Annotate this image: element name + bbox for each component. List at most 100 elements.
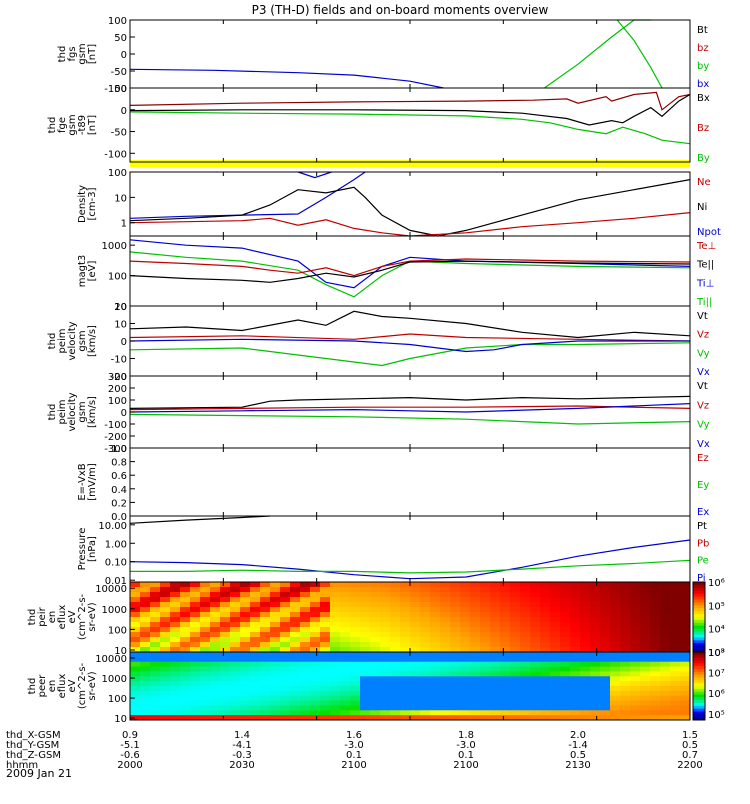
- spectrogram-cell: [130, 666, 141, 672]
- spectrogram-cell: [420, 686, 431, 692]
- spectrogram-cell: [430, 637, 441, 643]
- y-axis-label: thd: [57, 46, 68, 63]
- spectrogram-cell: [440, 612, 451, 618]
- spectrogram-cell: [430, 622, 441, 628]
- spectrogram-cell: [200, 715, 211, 721]
- spectrogram-cell: [350, 587, 361, 593]
- spectrogram-cell: [240, 710, 251, 716]
- spectrogram-cell: [130, 652, 141, 658]
- spectrogram-cell: [500, 676, 511, 682]
- spectrogram-cell: [270, 582, 281, 588]
- spectrogram-cell: [380, 587, 391, 593]
- spectrogram-cell: [650, 592, 661, 598]
- spectrogram-cell: [420, 666, 431, 672]
- spectrogram-cell: [620, 676, 631, 682]
- spectrogram-cell: [260, 656, 271, 663]
- spectrogram-cell: [210, 647, 221, 653]
- spectrogram-cell: [530, 686, 541, 692]
- spectrogram-cell: [650, 637, 661, 643]
- spectrogram-cell: [300, 710, 311, 716]
- spectrogram-cell: [570, 661, 581, 668]
- spectrogram-cell: [390, 666, 401, 672]
- spectrogram-cell: [620, 647, 631, 653]
- colorbar-segment: [693, 657, 705, 661]
- spectrogram-cell: [520, 627, 531, 633]
- spectrogram-cell: [670, 676, 681, 682]
- spectrogram-cell: [340, 637, 351, 643]
- spectrogram-cell: [620, 642, 631, 648]
- spectrogram-cell: [190, 715, 201, 721]
- spectrogram-cell: [290, 582, 301, 588]
- spectrogram-cell: [520, 632, 531, 638]
- colorbar-segment: [693, 694, 705, 698]
- spectrogram-cell: [500, 661, 511, 668]
- spectrogram-cell: [210, 671, 221, 677]
- spectrogram-cell: [280, 700, 291, 706]
- spectrogram-cell: [220, 686, 231, 692]
- spectrogram-cell: [360, 656, 371, 663]
- spectrogram-cell: [570, 676, 581, 682]
- spectrogram-cell: [380, 715, 391, 721]
- spectrogram-cell: [680, 587, 691, 593]
- spectrogram-cell: [410, 715, 421, 721]
- y-tick-label: 10000: [95, 654, 127, 665]
- spectrogram-cell: [440, 642, 451, 648]
- spectrogram-cell: [650, 690, 661, 697]
- y-tick-label: 0: [121, 408, 127, 419]
- spectrogram-cell: [640, 681, 651, 687]
- spectrogram-cell: [140, 592, 151, 598]
- spectrogram-cell: [220, 695, 231, 702]
- spectrogram-cell: [400, 652, 411, 658]
- spectrogram-cell: [630, 637, 641, 643]
- spectrogram-cell: [350, 681, 361, 687]
- spectrogram-cell: [680, 632, 691, 638]
- spectrogram-cell: [330, 622, 341, 628]
- spectrogram-cell: [170, 587, 181, 593]
- spectrogram-cell: [530, 715, 541, 721]
- ephemeris-value: -1.4: [568, 740, 588, 751]
- spectrogram-cell: [410, 582, 421, 588]
- spectrogram-cell: [620, 617, 631, 623]
- spectrogram-cell: [350, 686, 361, 692]
- spectrogram-cell: [680, 715, 691, 721]
- spectrogram-cell: [340, 582, 351, 588]
- legend-label: By: [697, 153, 710, 164]
- colorbar-segment: [693, 625, 705, 630]
- spectrogram-cell: [580, 681, 591, 687]
- spectrogram-cell: [630, 681, 641, 687]
- spectrogram-cell: [610, 715, 621, 721]
- spectrogram-cell: [570, 686, 581, 692]
- colorbar-segment: [693, 677, 705, 681]
- spectrogram-cell: [580, 666, 591, 672]
- spectrogram-cell: [600, 690, 611, 697]
- spectrogram-cell: [360, 652, 371, 658]
- spectrogram-cell: [450, 676, 461, 682]
- spectrogram-cell: [330, 661, 341, 668]
- spectrogram-cell: [550, 671, 561, 677]
- spectrogram-cell: [660, 642, 671, 648]
- spectrogram-cell: [410, 597, 421, 603]
- spectrogram-cell: [520, 642, 531, 648]
- spectrogram-cell: [310, 695, 321, 702]
- spectrogram-cell: [580, 676, 591, 682]
- spectrogram-cell: [310, 671, 321, 677]
- spectrogram-cell: [200, 592, 211, 598]
- spectrogram-cell: [560, 597, 571, 603]
- spectrogram-cell: [600, 627, 611, 633]
- spectrogram-cell: [520, 622, 531, 628]
- spectrogram-cell: [130, 602, 141, 608]
- spectrogram-cell: [420, 627, 431, 633]
- spectrogram-cell: [290, 695, 301, 702]
- spectrogram-cell: [190, 681, 201, 687]
- spectrogram-cell: [360, 700, 371, 706]
- spectrogram-cell: [140, 656, 151, 663]
- spectrogram-cell: [490, 602, 501, 608]
- spectrogram-cell: [310, 647, 321, 653]
- y-axis-label: peim: [57, 328, 68, 353]
- spectrogram-cell: [540, 597, 551, 603]
- spectrogram-cell: [340, 612, 351, 618]
- spectrogram-cell: [350, 710, 361, 716]
- legend-label: Ni: [697, 202, 707, 213]
